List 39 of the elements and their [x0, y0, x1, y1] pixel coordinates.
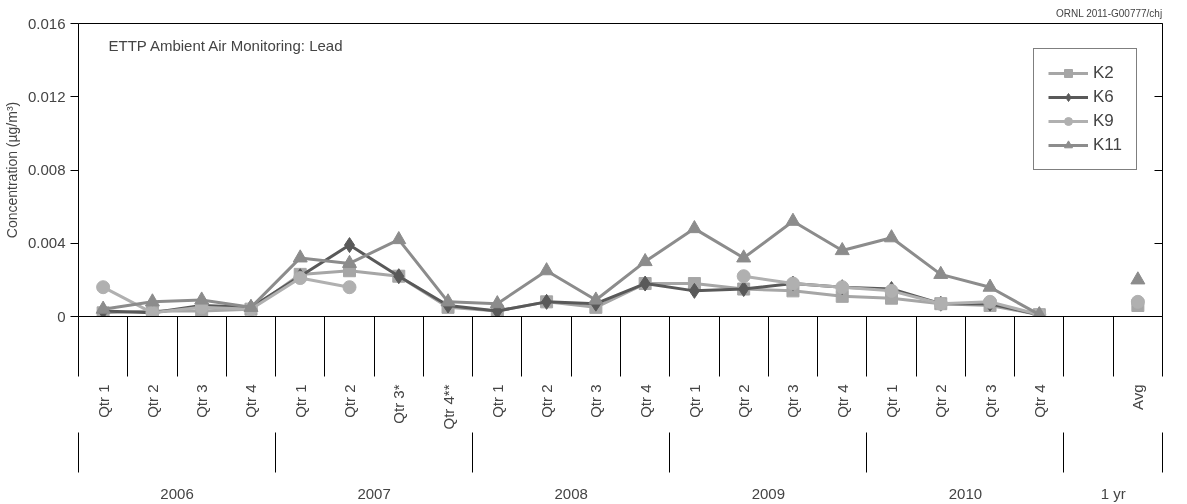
- y-tick-label: 0.012: [27, 87, 66, 105]
- x-tick-label: Qtr 3: [981, 384, 999, 418]
- x-tick-label: Avg: [1129, 384, 1147, 411]
- y-tick-label: 0.004: [27, 234, 66, 252]
- x-tick-label: Qtr 2: [538, 384, 556, 418]
- x-tick-label: Qtr 3: [784, 384, 802, 418]
- y-axis-title: Concentration (µg/m³): [3, 101, 20, 239]
- x-tick-label: Qtr 4: [833, 384, 851, 418]
- x-tick-label: Qtr 2: [932, 384, 950, 418]
- x-tick-label: Qtr 2: [735, 384, 753, 418]
- x-tick-label: Qtr 1: [883, 384, 900, 418]
- x-tick-label: Qtr 1: [94, 384, 112, 418]
- text: 1 yr: [1100, 484, 1126, 502]
- x-tick-label: Qtr 4: [242, 384, 260, 418]
- x-tick-label: Qtr 2: [341, 384, 358, 418]
- legend-label: K11: [1093, 135, 1122, 155]
- x-tick-label: Qtr 4: [1030, 384, 1048, 418]
- x-tick-label: Qtr 1: [685, 384, 703, 418]
- x-tick-label: Qtr 4: [636, 384, 654, 418]
- y-tick-label: 0: [57, 307, 66, 325]
- text: 2010: [948, 484, 983, 502]
- text: 2008: [554, 484, 588, 502]
- text: ETTP Ambient Air Monitoring: Lead: [108, 36, 343, 54]
- text: 2006: [160, 484, 194, 502]
- x-tick-label: Qtr 3: [587, 384, 605, 418]
- x-tick-label: Qtr 4**: [439, 384, 457, 430]
- text: ORNL 2011-G00777/chj: [1055, 7, 1163, 19]
- legend-label: K9: [1093, 111, 1114, 131]
- x-tick-label: Qtr 3: [193, 384, 211, 418]
- x-tick-label: Qtr 1: [291, 384, 309, 418]
- text: 2009: [751, 484, 786, 502]
- x-tick-label: Qtr 1: [488, 384, 506, 418]
- text: 2007: [357, 484, 391, 502]
- legend-label: K2: [1093, 63, 1114, 83]
- y-tick-label: 0.016: [27, 14, 66, 32]
- y-tick-label: 0.008: [27, 161, 66, 178]
- legend-label: K6: [1093, 87, 1114, 107]
- x-tick-label: Qtr 2: [143, 384, 161, 418]
- x-tick-label: Qtr 3*: [390, 384, 408, 424]
